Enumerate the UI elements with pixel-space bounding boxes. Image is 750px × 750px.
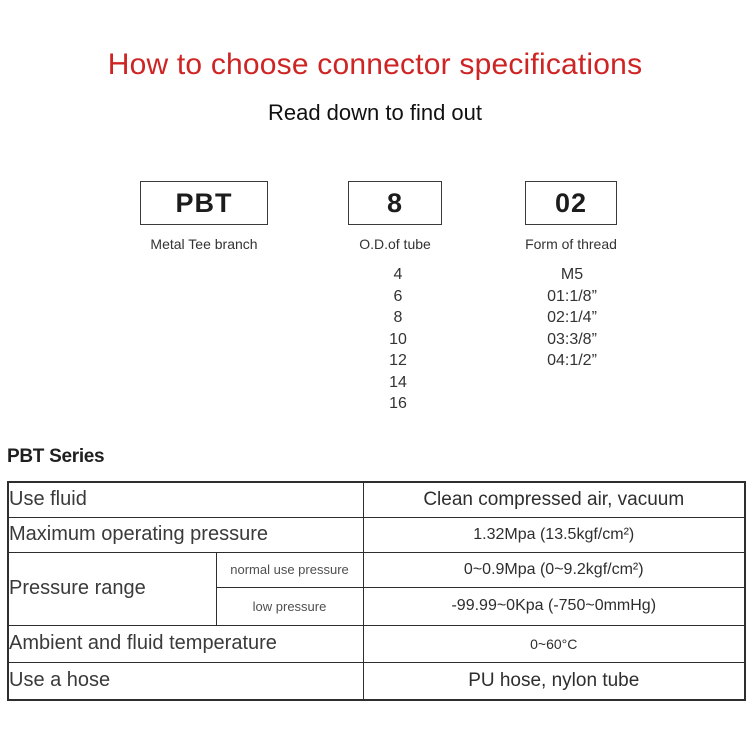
thread-option: 04:1/2” <box>547 352 597 369</box>
normal-use-pressure-value: 0~0.9Mpa (0~9.2kgf/cm²) <box>362 551 746 588</box>
code-box-tube-od-text: 8 <box>386 187 404 218</box>
code-box-family: PBT <box>140 181 268 225</box>
thread-option: M5 <box>560 266 584 283</box>
table-row-normal-pressure: Pressure range normal use pressure 0~0.9… <box>7 551 746 626</box>
low-pressure-label: low pressure <box>215 586 364 626</box>
table-row-use-fluid: Use fluid Clean compressed air, vacuum <box>7 481 746 518</box>
code-box-thread-text: 02 <box>554 187 588 218</box>
code-box-tube-od-label: O.D.of tube <box>359 236 431 252</box>
page-title: How to choose connector specifications <box>107 48 643 81</box>
temperature-label: Ambient and fluid temperature <box>7 624 364 663</box>
thread-option: 02:1/4” <box>547 309 597 326</box>
use-fluid-label: Use fluid <box>7 481 364 518</box>
code-box-family-text: PBT <box>175 187 233 218</box>
tube-od-option: 16 <box>389 395 407 412</box>
max-pressure-label: Maximum operating pressure <box>7 516 364 553</box>
pressure-range-label: Pressure range <box>7 551 217 626</box>
code-box-family-label: Metal Tee branch <box>150 236 258 252</box>
tube-od-option: 10 <box>389 330 407 348</box>
tube-od-option: 12 <box>389 352 407 369</box>
table-row-temperature: Ambient and fluid temperature 0~60°C <box>7 624 746 663</box>
table-row-low-pressure: low pressure -99.99~0Kpa (-750~0mmHg) <box>8 586 746 626</box>
thread-option: 01:1/8” <box>547 287 597 305</box>
max-pressure-value: 1.32Mpa (13.5kgf/cm²) <box>362 516 746 553</box>
page-subtitle: Read down to find out <box>267 100 483 125</box>
series-heading: PBT Series <box>7 446 105 467</box>
tube-od-option-list: 4 6 8 10 12 14 16 <box>348 264 448 415</box>
spec-table: Use fluid Clean compressed air, vacuum M… <box>7 481 746 701</box>
hose-label: Use a hose <box>7 661 364 701</box>
low-pressure-value: -99.99~0Kpa (-750~0mmHg) <box>362 586 746 626</box>
hose-value: PU hose, nylon tube <box>362 661 746 701</box>
code-box-tube-od: 8 <box>348 181 442 225</box>
tube-od-option: 8 <box>393 309 403 326</box>
tube-od-option: 14 <box>389 373 407 391</box>
code-box-thread-label: Form of thread <box>525 236 617 252</box>
tube-od-option: 4 <box>393 266 403 283</box>
temperature-value: 0~60°C <box>362 624 746 663</box>
normal-use-pressure-label: normal use pressure <box>215 551 364 588</box>
thread-option: 03:3/8” <box>547 330 597 348</box>
tube-od-option: 6 <box>393 287 403 305</box>
table-row-hose: Use a hose PU hose, nylon tube <box>7 661 746 701</box>
thread-option-list: M5 01:1/8” 02:1/4” 03:3/8” 04:1/2” <box>492 264 652 372</box>
code-box-thread: 02 <box>525 181 617 225</box>
use-fluid-value: Clean compressed air, vacuum <box>362 481 746 518</box>
table-row-max-pressure: Maximum operating pressure 1.32Mpa (13.5… <box>7 516 746 553</box>
